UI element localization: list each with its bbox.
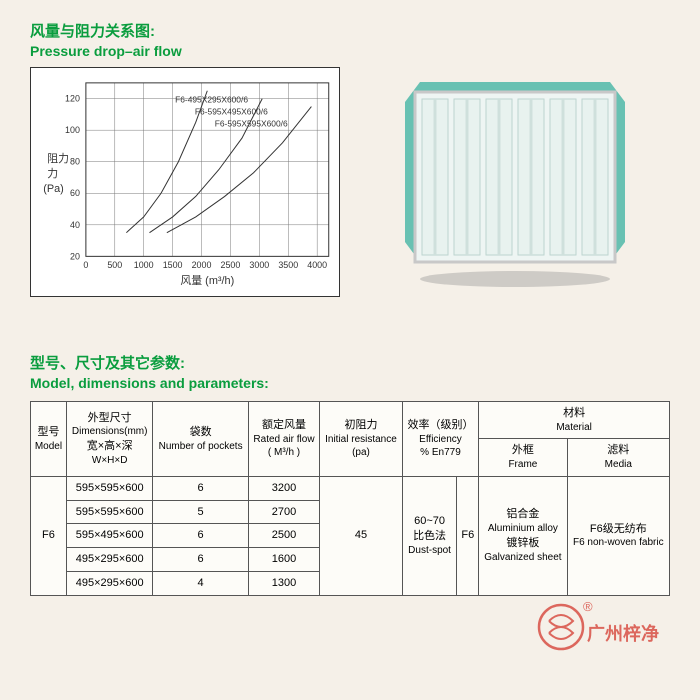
pressure-title-en: Pressure drop–air flow — [30, 43, 670, 59]
table-row: F6595×595×600632004560~70比色法Dust-spotF6铝… — [31, 476, 670, 500]
params-title-cn: 型号、尺寸及其它参数: — [30, 352, 670, 373]
col-pockets: 袋数Number of pockets — [153, 402, 248, 477]
product-image — [380, 67, 640, 297]
cell-airflow: 1300 — [248, 572, 319, 596]
cell-airflow: 2700 — [248, 500, 319, 524]
svg-text:2500: 2500 — [221, 260, 241, 270]
svg-text:120: 120 — [65, 94, 80, 104]
cell-pockets: 6 — [153, 476, 248, 500]
cell-pockets: 4 — [153, 572, 248, 596]
svg-text:60: 60 — [70, 188, 80, 198]
col-media: 滤料Media — [567, 439, 669, 476]
svg-text:40: 40 — [70, 220, 80, 230]
cell-resistance: 45 — [320, 476, 403, 595]
pressure-title-cn: 风量与阻力关系图: — [30, 20, 670, 41]
cell-dim: 595×495×600 — [66, 524, 153, 548]
cell-airflow: 1600 — [248, 548, 319, 572]
svg-text:80: 80 — [70, 157, 80, 167]
company-watermark: ® 广州梓净 — [535, 595, 665, 665]
svg-text:1500: 1500 — [163, 260, 183, 270]
svg-text:3500: 3500 — [278, 260, 298, 270]
cell-airflow: 2500 — [248, 524, 319, 548]
cell-eff-method: 60~70比色法Dust-spot — [402, 476, 457, 595]
col-model: 型号Model — [31, 402, 67, 477]
pressure-section: 风量与阻力关系图: Pressure drop–air flow 0 500 100… — [30, 20, 670, 297]
svg-text:500: 500 — [107, 260, 122, 270]
svg-text:100: 100 — [65, 125, 80, 135]
col-dimensions: 外型尺寸Dimensions(mm)宽×高×深W×H×D — [66, 402, 153, 477]
svg-text:(Pa): (Pa) — [43, 183, 64, 195]
svg-text:阻力: 阻力 — [47, 152, 69, 165]
svg-text:4000: 4000 — [307, 260, 327, 270]
cell-dim: 595×595×600 — [66, 500, 153, 524]
params-title-en: Model, dimensions and parameters: — [30, 375, 670, 391]
pressure-chart: 0 500 1000 1500 2000 2500 3000 3500 4000 20 40 60 80… — [30, 67, 340, 297]
svg-text:风量 (m³/h): 风量 (m³/h) — [180, 274, 234, 287]
svg-text:1000: 1000 — [134, 260, 154, 270]
svg-text:3000: 3000 — [249, 260, 269, 270]
cell-pockets: 6 — [153, 524, 248, 548]
parameters-section: 型号、尺寸及其它参数: Model, dimensions and parame… — [30, 352, 670, 596]
col-resistance: 初阻力Initial resistance(pa) — [320, 402, 403, 477]
parameters-table: 型号Model外型尺寸Dimensions(mm)宽×高×深W×H×D袋数Num… — [30, 401, 670, 596]
cell-model: F6 — [31, 476, 67, 595]
svg-text:2000: 2000 — [192, 260, 212, 270]
svg-text:F6-595X495X600/6: F6-595X495X600/6 — [195, 107, 268, 117]
cell-media: F6级无纺布F6 non-woven fabric — [567, 476, 669, 595]
cell-pockets: 5 — [153, 500, 248, 524]
col-efficiency: 效率（级别）Efficiency% En779 — [402, 402, 479, 477]
col-airflow: 额定风量Rated air flow( M³/h ) — [248, 402, 319, 477]
svg-text:F6-595X595X600/6: F6-595X595X600/6 — [215, 118, 288, 128]
top-row: 0 500 1000 1500 2000 2500 3000 3500 4000 20 40 60 80… — [30, 67, 670, 297]
cell-dim: 595×595×600 — [66, 476, 153, 500]
cell-eff-class: F6 — [457, 476, 479, 595]
svg-text:20: 20 — [70, 251, 80, 261]
cell-dim: 495×295×600 — [66, 548, 153, 572]
svg-text:F6-495X295X600/6: F6-495X295X600/6 — [175, 95, 248, 105]
cell-pockets: 6 — [153, 548, 248, 572]
svg-text:0: 0 — [83, 260, 88, 270]
col-material: 材料Material — [479, 402, 670, 439]
svg-text:®: ® — [583, 599, 593, 614]
svg-text:广州梓净: 广州梓净 — [587, 623, 659, 644]
cell-airflow: 3200 — [248, 476, 319, 500]
cell-dim: 495×295×600 — [66, 572, 153, 596]
col-frame: 外框Frame — [479, 439, 567, 476]
cell-frame: 铝合金Aluminium alloy镀锌板Galvanized sheet — [479, 476, 567, 595]
svg-text:力: 力 — [47, 167, 58, 180]
